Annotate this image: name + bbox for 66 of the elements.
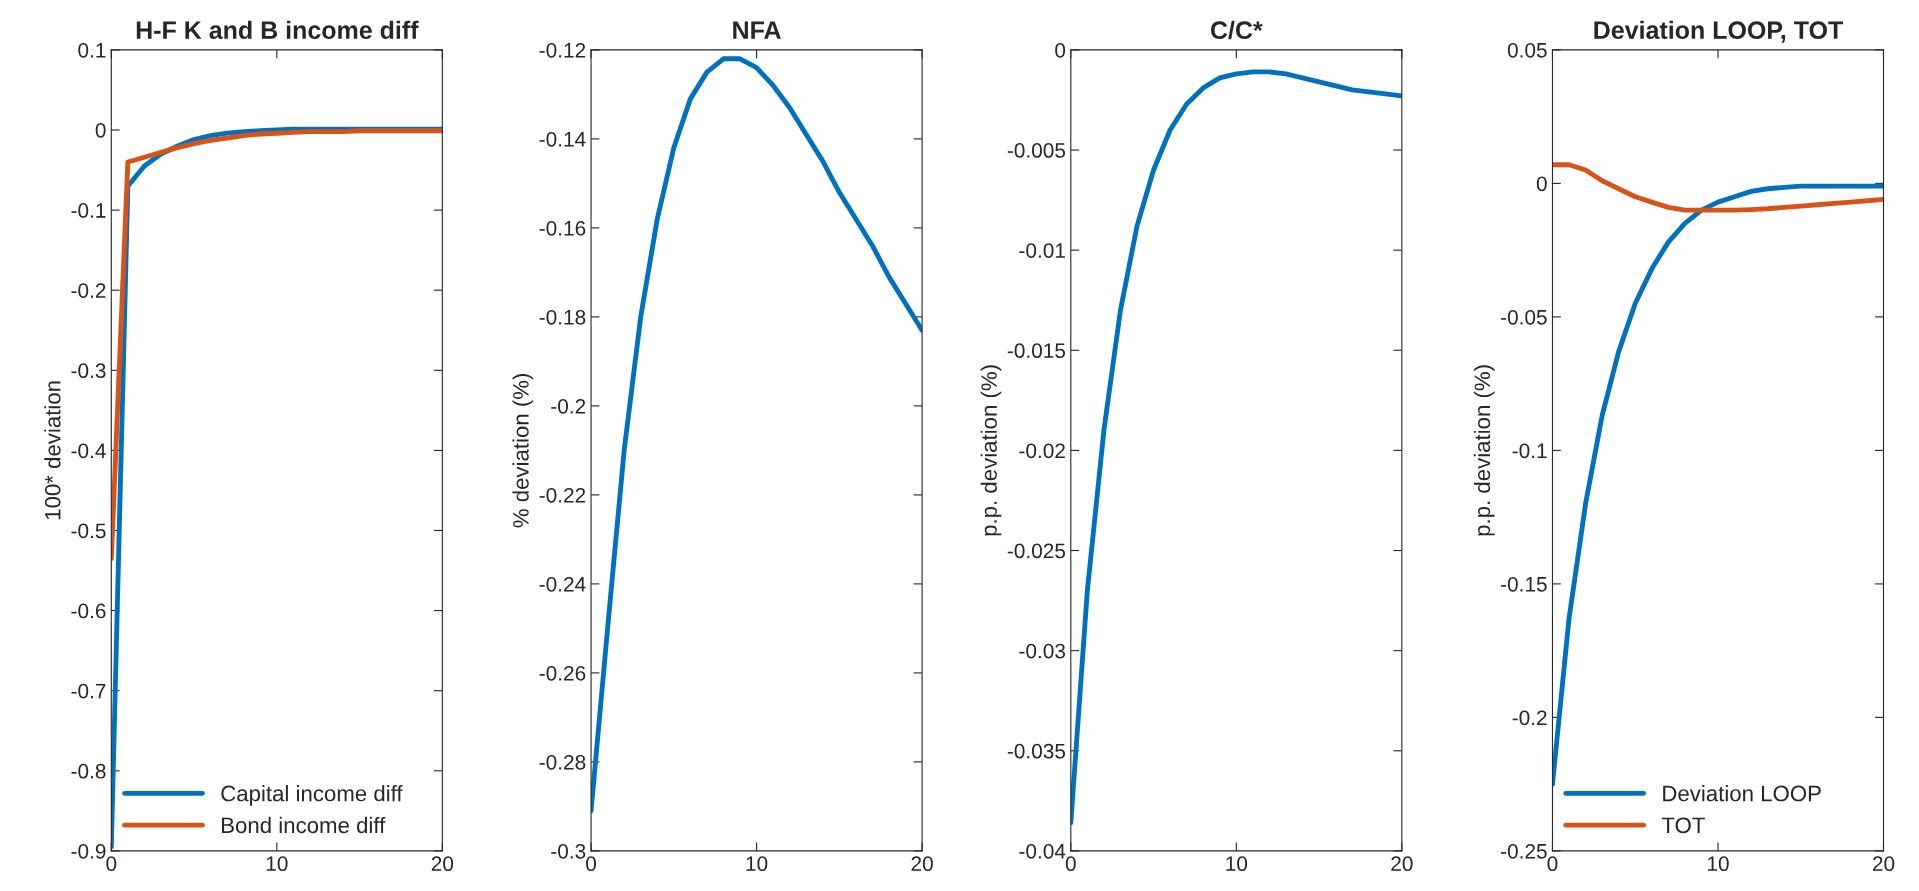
y-tick-label: -0.1: [71, 203, 106, 218]
y-axis-title: p.p. deviation (%): [1473, 365, 1495, 536]
y-tick-label: -0.015: [1007, 343, 1066, 359]
chart-title: H-F K and B income diff: [136, 20, 419, 40]
legend-label: Bond income diff: [222, 816, 386, 834]
y-tick-label: -0.9: [71, 843, 106, 859]
x-tick-label: 20: [1391, 856, 1413, 872]
y-tick-label: -0.26: [539, 665, 586, 681]
x-tick-label: 10: [266, 856, 288, 872]
line-series: [1070, 69, 1402, 826]
y-tick-label: 0: [1536, 176, 1547, 192]
y-axis-title: 100* deviation: [44, 381, 61, 520]
x-tick-label: 0: [586, 856, 597, 872]
y-axis-title: p.p. deviation (%): [980, 365, 1002, 536]
x-tick-label: 10: [746, 856, 768, 872]
line-series: [1552, 183, 1884, 787]
y-axis-title: % deviation (%): [512, 373, 534, 528]
y-tick-label: -0.01: [1019, 243, 1065, 258]
y-tick-label: -0.2: [551, 398, 586, 414]
x-tick-label: 0: [1547, 856, 1558, 872]
y-tick-label: -0.15: [1501, 576, 1547, 592]
x-tick-label: 20: [1872, 856, 1895, 872]
y-tick-label: -0.3: [71, 363, 106, 379]
y-tick-label: -0.025: [1007, 543, 1066, 559]
x-tick-label: 0: [106, 856, 117, 872]
y-tick-label: 0.05: [1507, 42, 1547, 58]
y-tick-label: -0.2: [71, 283, 106, 298]
legend-label: TOT: [1661, 817, 1705, 834]
y-tick-label: -0.8: [71, 763, 106, 779]
y-tick-label: -0.14: [539, 131, 586, 147]
y-tick-label: -0.5: [71, 523, 106, 539]
y-tick-label: -0.3: [551, 843, 586, 859]
y-tick-label: -0.24: [539, 576, 586, 592]
y-tick-label: -0.1: [1512, 443, 1547, 459]
y-tick-label: -0.005: [1007, 143, 1066, 158]
y-tick-label: -0.7: [71, 683, 106, 699]
y-tick-label: 0.1: [78, 42, 106, 58]
chart-title: C/C*: [1210, 20, 1263, 40]
chart-title: NFA: [733, 21, 781, 39]
y-tick-label: -0.4: [71, 443, 106, 459]
line-series: [111, 128, 443, 561]
x-tick-label: 20: [431, 856, 454, 872]
x-tick-label: 10: [1226, 856, 1248, 872]
y-tick-label: -0.18: [539, 309, 586, 325]
y-tick-label: -0.02: [1019, 443, 1065, 459]
chart-title: Deviation LOOP, TOT: [1594, 20, 1843, 43]
y-tick-label: -0.25: [1501, 843, 1547, 859]
line-series: [1552, 162, 1884, 213]
x-tick-label: 20: [911, 856, 933, 872]
y-tick-label: -0.03: [1019, 643, 1066, 659]
y-tick-label: -0.12: [539, 42, 586, 58]
y-tick-label: -0.2: [1512, 710, 1547, 726]
legend-label: Deviation LOOP: [1663, 785, 1821, 802]
y-tick-label: -0.05: [1501, 309, 1547, 325]
y-tick-label: -0.16: [539, 220, 586, 236]
y-tick-label: -0.04: [1019, 843, 1066, 859]
y-tick-label: -0.28: [539, 754, 586, 770]
x-tick-label: 10: [1707, 856, 1729, 872]
line-series: [591, 56, 923, 814]
y-tick-label: 0: [1055, 42, 1066, 58]
x-tick-label: 0: [1065, 856, 1076, 872]
y-tick-label: 0: [95, 123, 106, 138]
y-tick-label: -0.6: [71, 603, 106, 619]
legend-label: Capital income diff: [221, 785, 403, 806]
y-tick-label: -0.035: [1007, 743, 1066, 759]
y-tick-label: -0.22: [539, 487, 586, 503]
